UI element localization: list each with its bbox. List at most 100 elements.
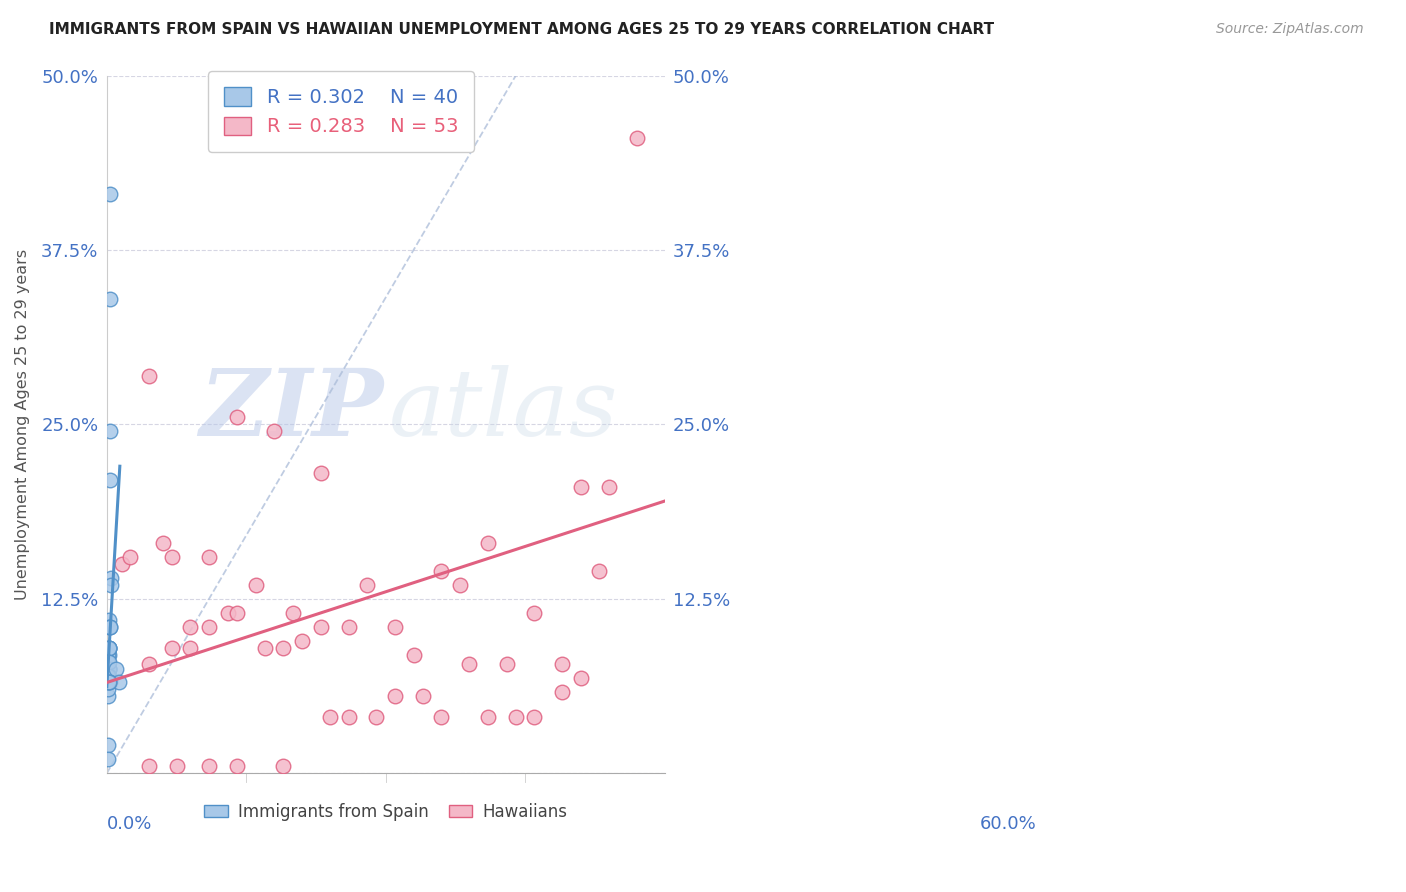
Text: ZIP: ZIP: [198, 366, 382, 456]
Point: [98, 187, 121, 202]
Point: [97, 661, 120, 675]
Point: [477, 710, 499, 724]
Point: [100, 578, 122, 592]
Point: [281, 606, 304, 620]
Point: [98, 473, 121, 487]
Point: [97, 640, 120, 655]
Point: [384, 690, 406, 704]
Point: [98, 620, 121, 634]
Point: [551, 685, 574, 699]
Point: [120, 549, 142, 564]
Point: [97, 675, 120, 690]
Point: [263, 425, 285, 439]
Point: [319, 710, 342, 724]
Point: [477, 536, 499, 550]
Point: [97, 648, 120, 662]
Point: [179, 640, 201, 655]
Point: [97, 739, 120, 753]
Point: [569, 671, 592, 685]
Point: [309, 620, 332, 634]
Point: [495, 657, 517, 672]
Legend: Immigrants from Spain, Hawaiians: Immigrants from Spain, Hawaiians: [198, 797, 574, 828]
Point: [152, 536, 174, 550]
Point: [523, 710, 546, 724]
Point: [160, 640, 183, 655]
Point: [198, 549, 221, 564]
Text: Source: ZipAtlas.com: Source: ZipAtlas.com: [1216, 22, 1364, 37]
Y-axis label: Unemployment Among Ages 25 to 29 years: Unemployment Among Ages 25 to 29 years: [15, 249, 30, 600]
Point: [105, 661, 128, 675]
Point: [98, 620, 121, 634]
Point: [226, 759, 249, 773]
Point: [356, 578, 378, 592]
Point: [430, 710, 453, 724]
Point: [97, 661, 120, 675]
Point: [97, 613, 120, 627]
Point: [337, 620, 360, 634]
Point: [108, 675, 131, 690]
Point: [198, 620, 221, 634]
Point: [291, 633, 314, 648]
Text: IMMIGRANTS FROM SPAIN VS HAWAIIAN UNEMPLOYMENT AMONG AGES 25 TO 29 YEARS CORRELA: IMMIGRANTS FROM SPAIN VS HAWAIIAN UNEMPL…: [49, 22, 994, 37]
Point: [273, 640, 295, 655]
Point: [226, 410, 249, 425]
Point: [98, 292, 121, 306]
Point: [523, 606, 546, 620]
Point: [198, 759, 221, 773]
Point: [98, 425, 121, 439]
Point: [505, 710, 527, 724]
Point: [97, 675, 120, 690]
Point: [551, 657, 574, 672]
Point: [97, 682, 120, 697]
Point: [100, 571, 122, 585]
Point: [97, 668, 120, 682]
Point: [97, 620, 120, 634]
Point: [253, 640, 276, 655]
Point: [97, 675, 120, 690]
Point: [97, 675, 120, 690]
Point: [138, 368, 160, 383]
Point: [430, 564, 453, 578]
Point: [98, 675, 121, 690]
Point: [97, 752, 120, 766]
Point: [97, 668, 120, 682]
Point: [402, 648, 425, 662]
Point: [179, 620, 201, 634]
Point: [226, 606, 249, 620]
Point: [384, 620, 406, 634]
Point: [97, 675, 120, 690]
Point: [97, 648, 120, 662]
Point: [449, 578, 471, 592]
Point: [97, 655, 120, 669]
Point: [138, 657, 160, 672]
Point: [111, 557, 134, 571]
Point: [97, 675, 120, 690]
Point: [588, 564, 610, 578]
Point: [337, 710, 360, 724]
Point: [97, 675, 120, 690]
Point: [97, 690, 120, 704]
Point: [217, 606, 239, 620]
Point: [138, 759, 160, 773]
Point: [366, 710, 388, 724]
Point: [458, 657, 481, 672]
Point: [97, 640, 120, 655]
Point: [598, 480, 620, 494]
Point: [97, 661, 120, 675]
Point: [97, 640, 120, 655]
Text: 0.0%: 0.0%: [107, 815, 152, 833]
Point: [309, 466, 332, 480]
Point: [160, 549, 183, 564]
Point: [97, 655, 120, 669]
Point: [97, 668, 120, 682]
Point: [166, 759, 188, 773]
Point: [97, 668, 120, 682]
Point: [569, 480, 592, 494]
Point: [245, 578, 267, 592]
Point: [626, 131, 648, 145]
Text: atlas: atlas: [388, 366, 619, 456]
Point: [273, 759, 295, 773]
Point: [97, 640, 120, 655]
Text: 60.0%: 60.0%: [980, 815, 1036, 833]
Point: [412, 690, 434, 704]
